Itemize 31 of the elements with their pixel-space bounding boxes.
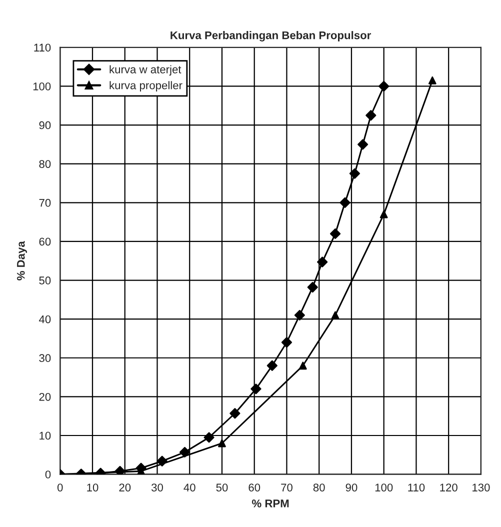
x-tick-label: 20	[119, 484, 131, 492]
x-tick-label: 10	[87, 484, 98, 492]
x-tick-label: 120	[440, 484, 458, 492]
x-tick-label: 90	[346, 484, 358, 492]
y-tick-label: 80	[39, 160, 51, 168]
y-tick-label: 110	[34, 44, 51, 52]
x-tick-label: 110	[408, 484, 425, 492]
x-tick-label: 60	[248, 484, 260, 492]
x-axis-title: % RPM	[252, 500, 289, 508]
y-tick-label: 90	[39, 121, 51, 130]
y-tick-label: 10	[40, 432, 51, 440]
y-axis-title: % Daya	[16, 241, 27, 280]
x-tick-label: 70	[281, 484, 292, 492]
x-tick-label: 80	[313, 484, 325, 492]
y-tick-label: 100	[33, 82, 51, 90]
x-tick-label: 130	[472, 484, 490, 492]
y-tick-label: 30	[39, 354, 51, 362]
legend-label: kurva propeller	[110, 81, 182, 92]
x-tick-label: 50	[216, 484, 228, 492]
y-tick-label: 0	[45, 470, 51, 478]
x-tick-label: 100	[375, 484, 393, 492]
y-tick-label: 20	[39, 392, 51, 401]
chart-title: Kurva Perbandingan Beban Propulsor	[170, 31, 372, 42]
legend-label: kurva w aterjet	[110, 65, 182, 76]
y-tick-label: 60	[39, 238, 51, 246]
x-tick-label: 0	[57, 484, 63, 492]
y-tick-label: 40	[38, 315, 51, 324]
x-tick-label: 40	[184, 484, 196, 492]
y-tick-label: 70	[39, 198, 51, 207]
x-tick-label: 30	[151, 484, 163, 492]
y-tick-label: 50	[39, 276, 51, 284]
